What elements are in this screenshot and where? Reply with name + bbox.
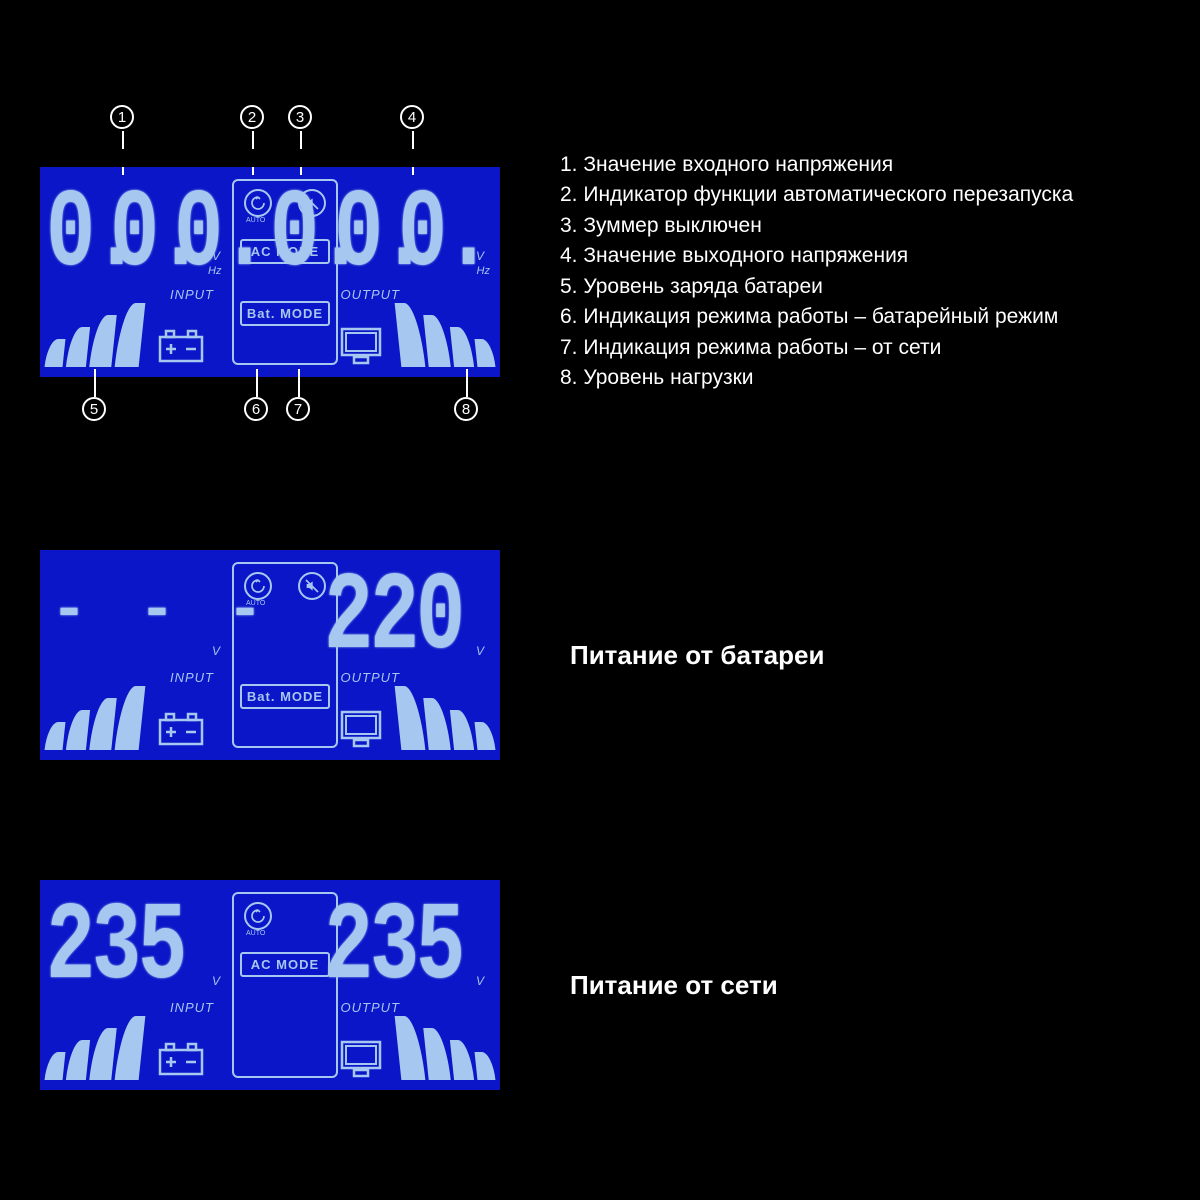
input-v-unit: V — [212, 644, 220, 658]
legend: 1. Значение входного напряжения 2. Индик… — [560, 150, 1073, 394]
callout-4: 4 — [400, 105, 424, 129]
callout-1: 1 — [110, 105, 134, 129]
callout-8: 8 — [454, 397, 478, 421]
lcd-main: 0.0.0. 0.0.0. V Hz V Hz INPUT OUTPUT AUT… — [40, 167, 500, 377]
tick — [466, 369, 468, 377]
output-label: OUTPUT — [341, 287, 400, 302]
row-mains: 235 235 V V INPUT OUTPUT AUTO AC MODE — [40, 880, 778, 1090]
input-digits: 0.0.0. — [46, 175, 238, 268]
load-bars — [398, 1016, 494, 1080]
lcd-mains: 235 235 V V INPUT OUTPUT AUTO AC MODE — [40, 880, 500, 1090]
callout-7: 7 — [286, 397, 310, 421]
buzzer-off-icon — [298, 189, 326, 217]
tick — [94, 369, 96, 377]
battery-icon — [158, 710, 204, 746]
auto-restart-icon — [244, 902, 272, 930]
bat-mode-box: Bat. MODE — [240, 684, 330, 709]
lcd-battery: - - - 220 V V INPUT OUTPUT AUTO Bat. MOD… — [40, 550, 500, 760]
buzzer-off-icon — [298, 572, 326, 600]
monitor-icon — [340, 327, 382, 365]
output-label: OUTPUT — [341, 670, 400, 685]
monitor-icon — [340, 710, 382, 748]
auto-label: AUTO — [246, 217, 265, 224]
callout-6: 6 — [244, 397, 268, 421]
battery-bars — [46, 303, 142, 367]
caption-mains: Питание от сети — [570, 970, 778, 1001]
output-v-unit: V — [476, 249, 484, 263]
callout-line — [412, 131, 414, 149]
output-v-unit: V — [476, 974, 484, 988]
legend-item: 5. Уровень заряда батареи — [560, 272, 1073, 302]
load-bars — [398, 686, 494, 750]
legend-item: 3. Зуммер выключен — [560, 211, 1073, 241]
legend-item: 8. Уровень нагрузки — [560, 363, 1073, 393]
input-hz-unit: Hz — [208, 265, 221, 277]
battery-bars — [46, 1016, 142, 1080]
battery-icon — [158, 327, 204, 363]
row-battery: - - - 220 V V INPUT OUTPUT AUTO Bat. MOD… — [40, 550, 824, 760]
load-bars — [398, 303, 494, 367]
legend-item: 2. Индикатор функции автоматического пер… — [560, 180, 1073, 210]
tick — [256, 369, 258, 377]
output-digits-battery: 220 — [324, 558, 462, 651]
auto-label: AUTO — [246, 600, 265, 607]
callout-line — [300, 131, 302, 149]
center-panel: AUTO Bat. MODE — [232, 562, 338, 748]
legend-item: 7. Индикация режима работы – от сети — [560, 333, 1073, 363]
center-panel: AUTO AC MODE Bat. MODE — [232, 179, 338, 365]
legend-item: 4. Значение выходного напряжения — [560, 241, 1073, 271]
legend-item: 1. Значение входного напряжения — [560, 150, 1073, 180]
center-panel: AUTO AC MODE — [232, 892, 338, 1078]
monitor-icon — [340, 1040, 382, 1078]
input-v-unit: V — [212, 974, 220, 988]
output-digits-mains: 235 — [324, 888, 462, 981]
auto-restart-icon — [244, 189, 272, 217]
output-hz-unit: Hz — [477, 265, 490, 277]
input-digits-mains: 235 — [46, 888, 184, 981]
input-v-unit: V — [212, 249, 220, 263]
auto-label: AUTO — [246, 930, 265, 937]
bat-mode-box: Bat. MODE — [240, 301, 330, 326]
callout-2: 2 — [240, 105, 264, 129]
input-label: INPUT — [170, 287, 214, 302]
legend-item: 6. Индикация режима работы – батарейный … — [560, 302, 1073, 332]
callout-5: 5 — [82, 397, 106, 421]
ac-mode-box: AC MODE — [240, 952, 330, 977]
output-v-unit: V — [476, 644, 484, 658]
input-label: INPUT — [170, 1000, 214, 1015]
battery-bars — [46, 686, 142, 750]
battery-icon — [158, 1040, 204, 1076]
output-label: OUTPUT — [341, 1000, 400, 1015]
callout-line — [252, 131, 254, 149]
callout-line — [122, 131, 124, 149]
callout-3: 3 — [288, 105, 312, 129]
input-label: INPUT — [170, 670, 214, 685]
tick — [298, 369, 300, 377]
ac-mode-box: AC MODE — [240, 239, 330, 264]
caption-battery: Питание от батареи — [570, 640, 824, 671]
auto-restart-icon — [244, 572, 272, 600]
row-main: 0.0.0. 0.0.0. V Hz V Hz INPUT OUTPUT AUT… — [40, 150, 1073, 394]
